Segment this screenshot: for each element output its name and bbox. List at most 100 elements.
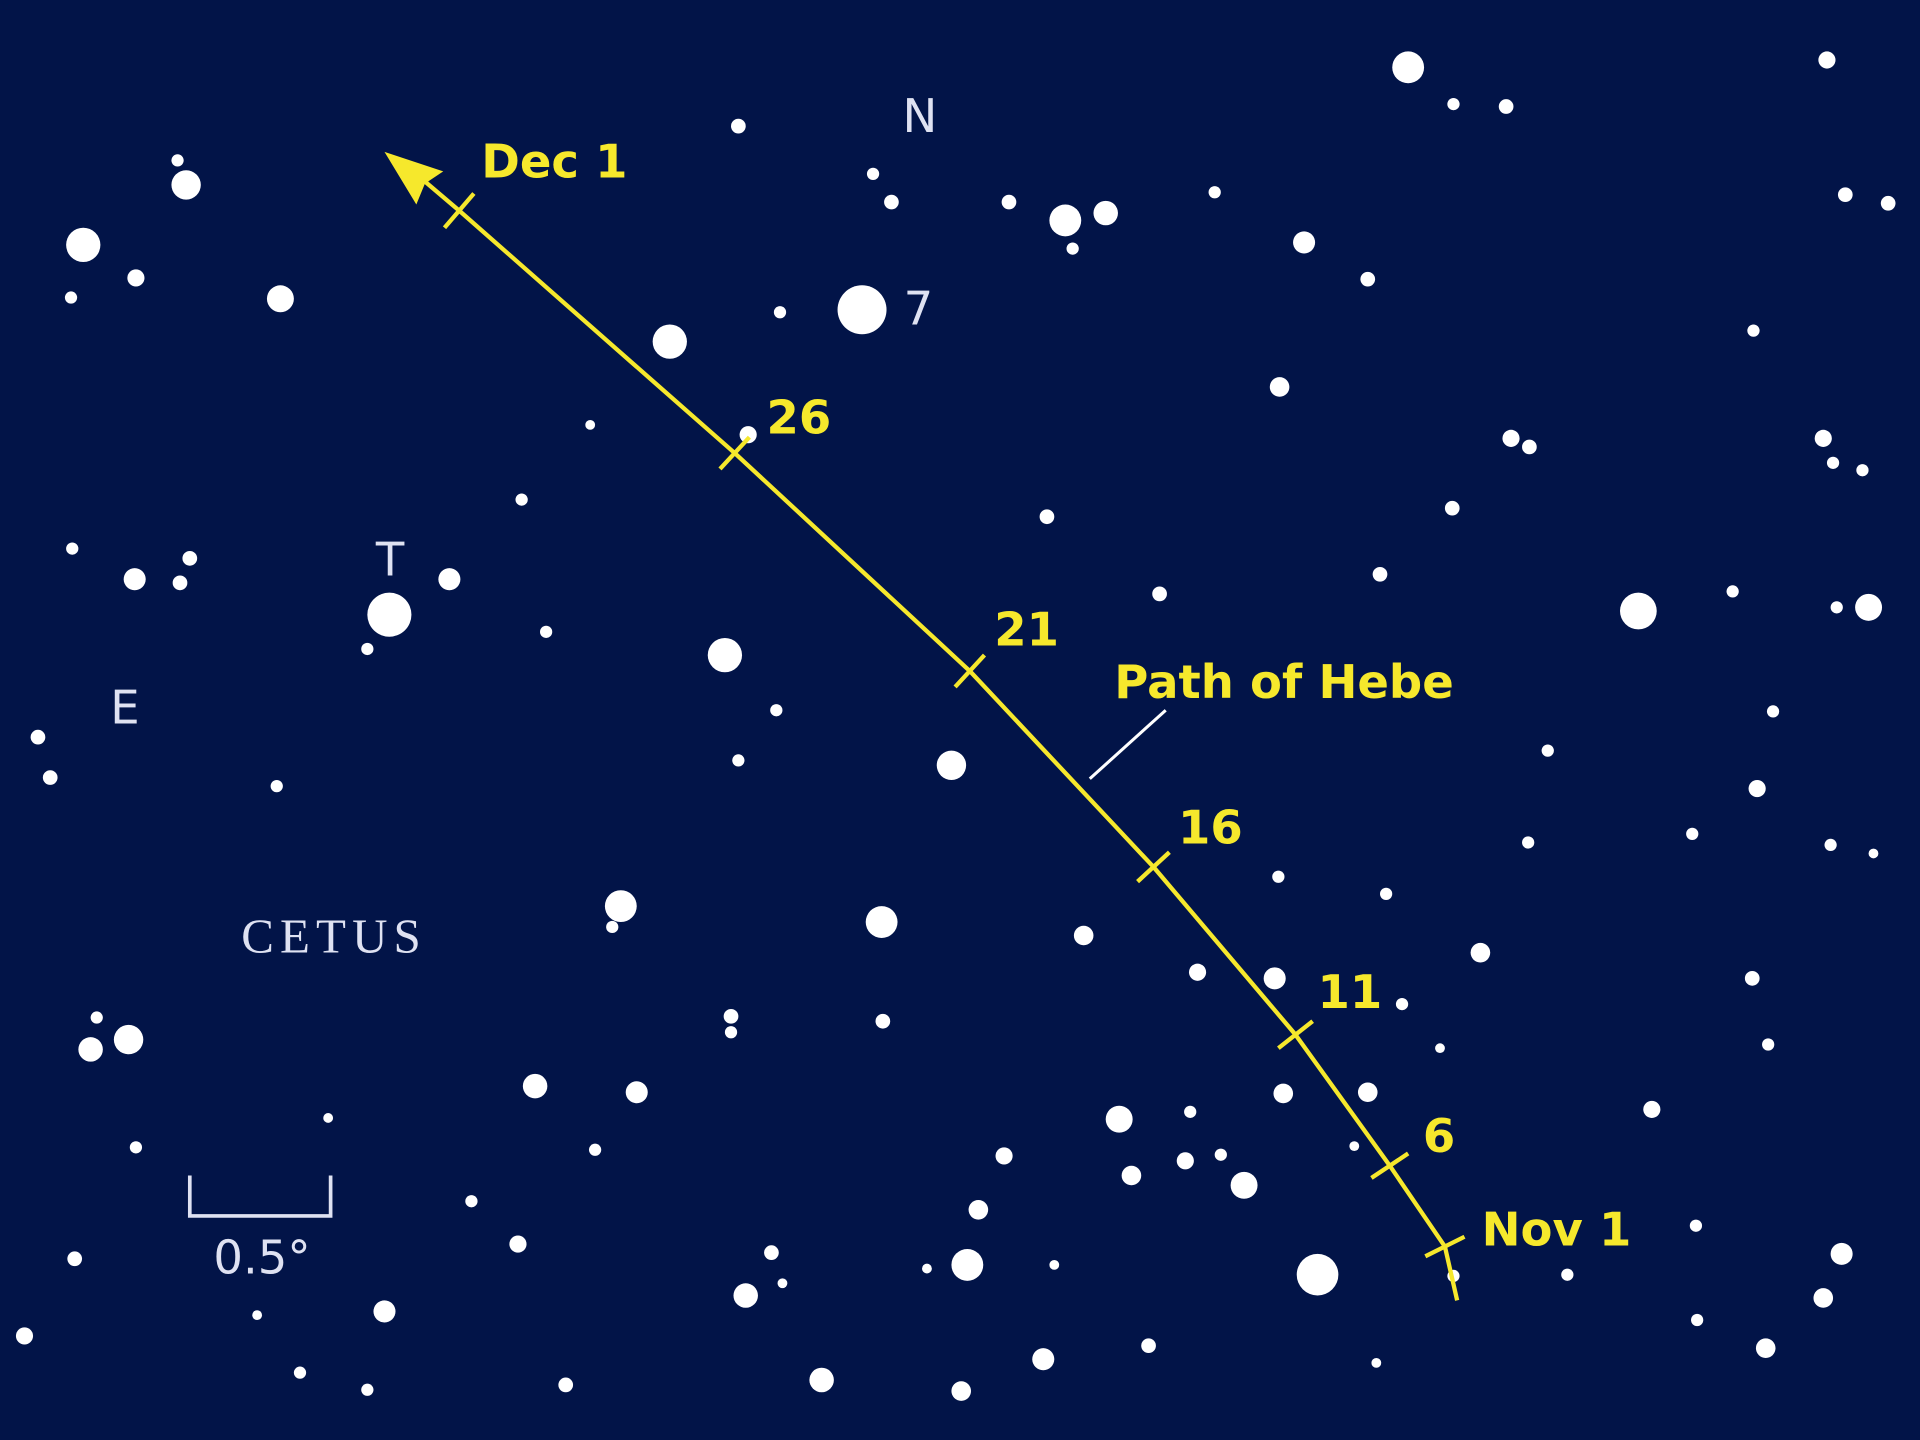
star	[1691, 1313, 1704, 1327]
star	[373, 1300, 396, 1323]
tick	[1370, 1151, 1410, 1180]
star	[266, 285, 294, 313]
star	[182, 551, 198, 566]
star	[875, 1013, 891, 1029]
tick	[1277, 1019, 1314, 1050]
star	[1643, 1100, 1661, 1118]
star	[465, 1195, 478, 1208]
star	[1093, 200, 1118, 226]
star	[1121, 1165, 1142, 1186]
star	[1272, 870, 1285, 883]
star	[540, 625, 553, 638]
star	[1392, 51, 1425, 84]
star	[1837, 187, 1853, 203]
star-label: T	[375, 533, 405, 587]
star	[1561, 1268, 1574, 1281]
star	[1380, 887, 1393, 900]
star	[1360, 271, 1376, 287]
star	[1855, 593, 1883, 621]
star	[773, 306, 787, 319]
star	[951, 1381, 972, 1401]
star	[1039, 509, 1055, 525]
star	[1152, 586, 1167, 602]
star	[1814, 429, 1832, 447]
star	[1686, 827, 1699, 840]
star	[1263, 967, 1286, 990]
star	[936, 750, 967, 780]
star	[270, 780, 283, 793]
star	[30, 729, 46, 745]
star	[171, 154, 184, 167]
star	[1349, 1141, 1360, 1152]
star	[1762, 1038, 1775, 1051]
star	[739, 426, 757, 444]
star	[1818, 51, 1836, 69]
star	[1744, 971, 1760, 986]
star	[606, 920, 619, 934]
star	[1470, 942, 1491, 963]
scale-bar	[187, 1175, 333, 1218]
star	[90, 1011, 103, 1024]
star	[66, 542, 79, 555]
star	[1188, 963, 1207, 981]
star	[809, 1367, 834, 1393]
star	[361, 642, 374, 656]
star	[1273, 1083, 1294, 1104]
star	[1176, 1152, 1194, 1170]
star	[588, 1143, 602, 1156]
star	[1066, 242, 1079, 255]
star	[865, 906, 898, 938]
star	[1293, 231, 1316, 254]
star	[1620, 592, 1657, 630]
star	[1748, 780, 1766, 798]
star	[951, 1248, 984, 1281]
star	[1001, 194, 1017, 210]
star	[724, 1026, 738, 1039]
date-label: 21	[994, 602, 1059, 656]
date-ticks	[442, 192, 1466, 1259]
star	[731, 118, 746, 134]
star	[1447, 97, 1460, 111]
star	[770, 704, 783, 717]
star	[67, 1251, 83, 1267]
star	[1813, 1288, 1834, 1308]
path-pointer	[1088, 709, 1167, 780]
scale-label: 0.5°	[213, 1230, 310, 1284]
star	[522, 1073, 548, 1099]
tick	[1136, 850, 1171, 884]
star	[558, 1377, 574, 1393]
star	[707, 637, 743, 673]
tick	[718, 435, 751, 471]
star	[78, 1037, 103, 1062]
star	[1372, 566, 1388, 582]
star	[625, 1081, 648, 1104]
star	[15, 1327, 34, 1345]
star	[64, 291, 78, 304]
star	[995, 1147, 1013, 1165]
star	[509, 1235, 527, 1253]
date-label: Nov 1	[1482, 1202, 1632, 1256]
east-label: E	[110, 681, 139, 735]
star	[922, 1263, 932, 1274]
star	[66, 227, 101, 263]
star	[1498, 99, 1514, 114]
star	[733, 1283, 758, 1308]
north-label: N	[902, 89, 937, 143]
star	[1868, 848, 1879, 859]
star	[1856, 464, 1869, 477]
star	[1208, 186, 1221, 199]
star	[1371, 1357, 1382, 1368]
star	[252, 1310, 263, 1320]
star	[1395, 997, 1409, 1011]
star	[361, 1383, 374, 1396]
star	[1184, 1105, 1197, 1118]
star	[1541, 744, 1554, 757]
star	[652, 324, 687, 359]
date-label: Dec 1	[481, 135, 627, 189]
star	[1296, 1253, 1339, 1296]
path-arrowhead	[384, 151, 444, 205]
tick	[1424, 1234, 1466, 1259]
star	[515, 493, 528, 506]
date-label: 6	[1423, 1109, 1455, 1163]
